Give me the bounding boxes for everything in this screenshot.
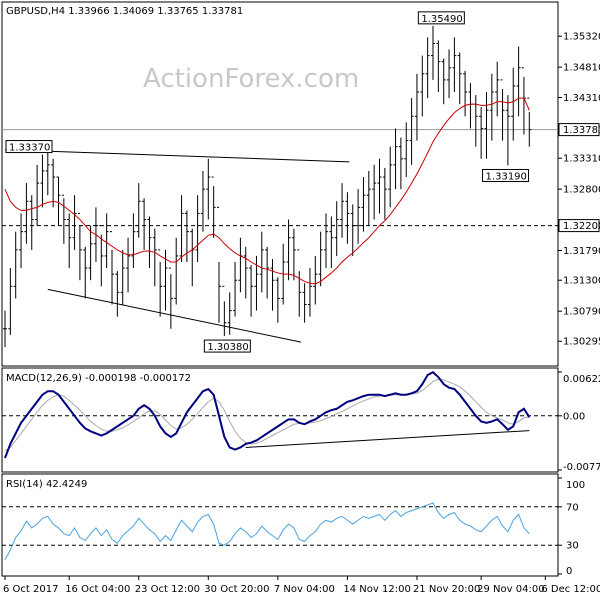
rsi-line: [4, 502, 530, 560]
price-y-tick-label: 1.31790: [563, 246, 600, 257]
x-axis-tick-label: 6 Oct 2017: [3, 584, 58, 595]
macd-title: MACD(12,26,9) -0.000198 -0.000172: [6, 373, 191, 384]
macd-y-tick-label: -0.007706: [563, 462, 600, 473]
price-annotation-box: [5, 140, 53, 154]
rsi-title: RSI(14) 42.4249: [6, 479, 87, 490]
x-axis-tick-label: 16 Oct 04:00: [65, 584, 130, 595]
rsi-panel-frame: [1, 473, 559, 577]
price-trendline: [47, 288, 302, 343]
macd-y-tick-label: 0.006229: [563, 374, 600, 385]
x-axis: 6 Oct 2017 16 Oct 04:00 23 Oct 12:00 30 Oct…: [3, 576, 600, 595]
x-axis-tick-label: 30 Oct 20:00: [204, 584, 269, 595]
rsi-y-tick-label: 100: [566, 480, 585, 491]
price-annotation-label: 1.33190: [486, 171, 527, 182]
price-annotation-label: 1.30380: [207, 342, 248, 353]
price-y-tick-label: 1.34810: [563, 63, 600, 74]
rsi-y-tick-label: 0: [566, 566, 572, 577]
x-axis-tick-label: 6 Dec 12:00: [541, 584, 600, 595]
macd-panel-frame: [1, 367, 559, 473]
price-level-box: [558, 219, 600, 233]
moving-average-line: [4, 97, 530, 285]
price-level-box: [558, 123, 600, 137]
x-axis-tick-label: 14 Nov 12:00: [343, 584, 410, 595]
price-level-label: 1.33781: [563, 125, 600, 136]
macd-layer: 0.006229 0.00 -0.007706: [2, 370, 600, 473]
price-y-tick-label: 1.30790: [563, 307, 600, 318]
price-layer: 1.35320 1.34810 1.34310 1.33310 1.32800 1.317…: [2, 11, 600, 353]
price-y-tick-label: 1.35320: [563, 32, 600, 43]
price-y-tick-label: 1.31300: [563, 276, 600, 287]
price-y-tick-label: 1.34310: [563, 93, 600, 104]
macd-y-tick-label: 0.00: [563, 411, 585, 422]
price-y-tick-label: 1.30295: [563, 337, 600, 348]
price-annotation-box: [203, 339, 251, 353]
price-annotation-box: [482, 168, 530, 182]
price-annotation-label: 1.33370: [9, 143, 50, 154]
macd-signal-line: [4, 378, 530, 452]
price-level-label: 1.32200: [563, 221, 600, 232]
price-annotation-label: 1.35490: [421, 14, 462, 25]
macd-line: [4, 370, 531, 459]
macd-trendline: [245, 430, 530, 448]
rsi-layer: 100 70 30 0: [2, 477, 585, 577]
price-panel-frame: [1, 1, 559, 367]
rsi-y-tick-label: 30: [566, 541, 579, 552]
price-y-tick-label: 1.33310: [563, 154, 600, 165]
price-trendline: [4, 149, 350, 163]
price-y-tick-label: 1.32800: [563, 185, 600, 196]
watermark: ActionForex.com: [143, 64, 359, 94]
price-annotation-box: [417, 11, 465, 25]
price-chart-title: GBPUSD,H4 1.33966 1.34069 1.33765 1.3378…: [6, 6, 243, 17]
x-axis-tick-label: 29 Nov 04:00: [477, 584, 544, 595]
rsi-y-tick-label: 70: [566, 502, 579, 513]
x-axis-tick-label: 21 Nov 20:00: [413, 584, 480, 595]
x-axis-tick-label: 7 Nov 04:00: [274, 584, 335, 595]
x-axis-tick-label: 23 Oct 12:00: [135, 584, 200, 595]
